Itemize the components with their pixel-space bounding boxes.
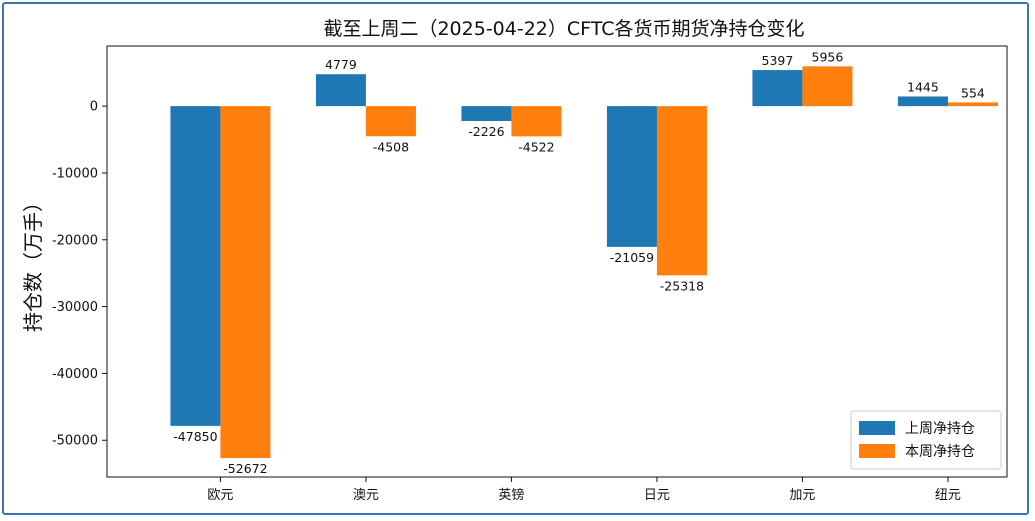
data-label-last-week-1: 4779 xyxy=(325,57,357,72)
bar-last-week-1 xyxy=(315,74,366,107)
axes-group: 欧元 澳元 英镑 日元 加元 纽元 0 -10000 -20000 -30000 -40000 -50… xyxy=(52,45,1008,503)
data-label-last-week-3: -21059 xyxy=(610,250,654,265)
data-labels-group: -47850 -52672 4779 -4508 -2226 -4522 -21059 -25… xyxy=(173,49,985,476)
x-tick-label-2: 英镑 xyxy=(498,487,524,503)
data-label-this-week-2: -4522 xyxy=(518,139,554,154)
data-label-this-week-1: -4508 xyxy=(373,139,409,154)
chart-title: 截至上周二（2025-04-22）CFTC各货币期货净持仓变化 xyxy=(323,18,804,40)
plot-area-frame xyxy=(106,45,1008,478)
x-tick-label-5: 纽元 xyxy=(935,488,961,503)
data-label-last-week-0: -47850 xyxy=(173,429,217,444)
data-label-this-week-5: 554 xyxy=(961,85,985,100)
x-tick-label-3: 日元 xyxy=(644,488,670,503)
bar-this-week-3 xyxy=(656,106,707,276)
y-tick-label-2: -20000 xyxy=(52,233,98,248)
legend-swatch-0 xyxy=(859,421,895,435)
x-tick-label-4: 加元 xyxy=(789,488,815,503)
bar-this-week-1 xyxy=(365,106,416,137)
y-tick-label-1: -10000 xyxy=(52,166,98,181)
bar-last-week-4 xyxy=(752,70,803,107)
legend-label-1: 本周净持仓 xyxy=(905,444,975,460)
y-tick-label-0: 0 xyxy=(90,100,98,115)
bar-last-week-2 xyxy=(461,106,512,122)
x-tick-label-1: 澳元 xyxy=(353,487,379,503)
bar-this-week-5 xyxy=(947,102,998,107)
data-label-this-week-3: -25318 xyxy=(660,278,704,293)
bar-last-week-5 xyxy=(897,96,948,107)
y-tick-label-5: -50000 xyxy=(52,434,98,449)
data-label-last-week-2: -2226 xyxy=(468,124,504,139)
data-label-this-week-0: -52672 xyxy=(223,461,267,476)
legend-swatch-1 xyxy=(859,444,895,458)
bar-last-week-0 xyxy=(170,106,221,426)
data-label-this-week-4: 5956 xyxy=(812,49,844,64)
y-tick-label-4: -40000 xyxy=(52,367,98,382)
bar-this-week-2 xyxy=(511,106,562,137)
y-tick-label-3: -30000 xyxy=(52,300,98,315)
bar-this-week-4 xyxy=(802,66,853,107)
y-axis-label: 持仓数（万手） xyxy=(21,192,45,332)
chart-frame: 截至上周二（2025-04-22）CFTC各货币期货净持仓变化 持仓数（万手） … xyxy=(2,2,1029,515)
x-tick-label-0: 欧元 xyxy=(207,488,233,503)
bar-chart: 截至上周二（2025-04-22）CFTC各货币期货净持仓变化 持仓数（万手） … xyxy=(21,18,1008,503)
legend-label-0: 上周净持仓 xyxy=(905,421,975,437)
bars-group xyxy=(170,66,998,459)
bar-this-week-0 xyxy=(220,106,271,459)
data-label-last-week-5: 1445 xyxy=(907,79,939,94)
data-label-last-week-4: 5397 xyxy=(762,53,794,68)
bar-last-week-3 xyxy=(606,106,657,247)
legend-box xyxy=(850,410,1002,470)
